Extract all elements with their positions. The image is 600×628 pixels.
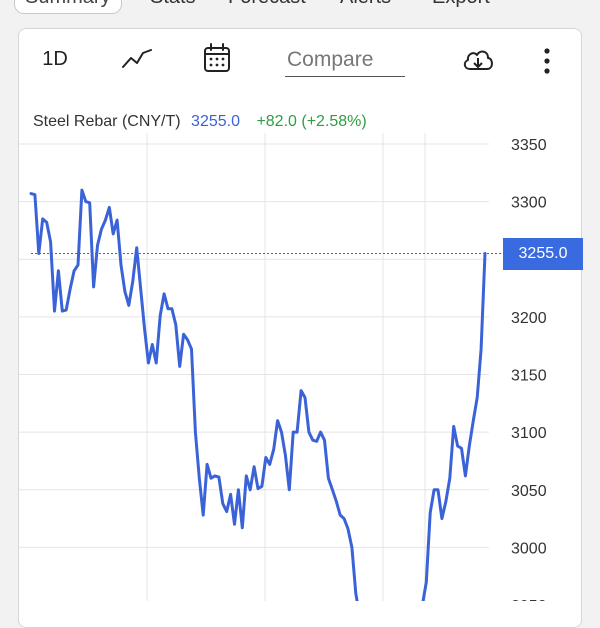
legend-price: 3255.0 xyxy=(191,113,240,130)
calendar-icon[interactable] xyxy=(201,41,233,75)
y-tick-label: 3350 xyxy=(511,137,547,154)
tab-alerts[interactable]: Alerts xyxy=(340,0,391,9)
cloud-download-icon[interactable] xyxy=(459,43,497,77)
price-chart[interactable]: 335033003250320031503100305030002950 xyxy=(19,29,583,601)
interval-button[interactable]: 1D xyxy=(42,47,68,70)
price-series-line xyxy=(29,188,487,601)
chart-legend: Steel Rebar (CNY/T) 3255.0 +82.0 (+2.58%… xyxy=(33,113,367,131)
chart-card: 1D Compare xyxy=(18,28,583,628)
y-tick-label: 3100 xyxy=(511,425,547,442)
legend-instrument: Steel Rebar (CNY/T) xyxy=(33,113,181,130)
y-tick-label: 3150 xyxy=(511,368,547,385)
y-tick-label: 3200 xyxy=(511,310,547,327)
compare-input[interactable]: Compare xyxy=(285,43,405,77)
tab-forecast[interactable]: Forecast xyxy=(228,0,306,9)
line-chart-icon[interactable] xyxy=(119,43,155,75)
tab-stats[interactable]: Stats xyxy=(150,0,196,9)
tab-export[interactable]: Export xyxy=(432,0,490,9)
y-tick-label: 3300 xyxy=(511,195,547,212)
chart-toolbar: 1D Compare xyxy=(19,29,581,89)
legend-change: +82.0 (+2.58%) xyxy=(256,113,367,130)
y-tick-label: 3000 xyxy=(511,540,547,557)
y-tick-label: 3050 xyxy=(511,483,547,500)
current-price-tag: 3255.0 xyxy=(503,238,583,270)
tab-summary[interactable]: Summary xyxy=(14,0,122,14)
more-vertical-icon[interactable] xyxy=(535,43,559,79)
top-tab-bar: Summary Stats Forecast Alerts Export xyxy=(0,0,600,30)
